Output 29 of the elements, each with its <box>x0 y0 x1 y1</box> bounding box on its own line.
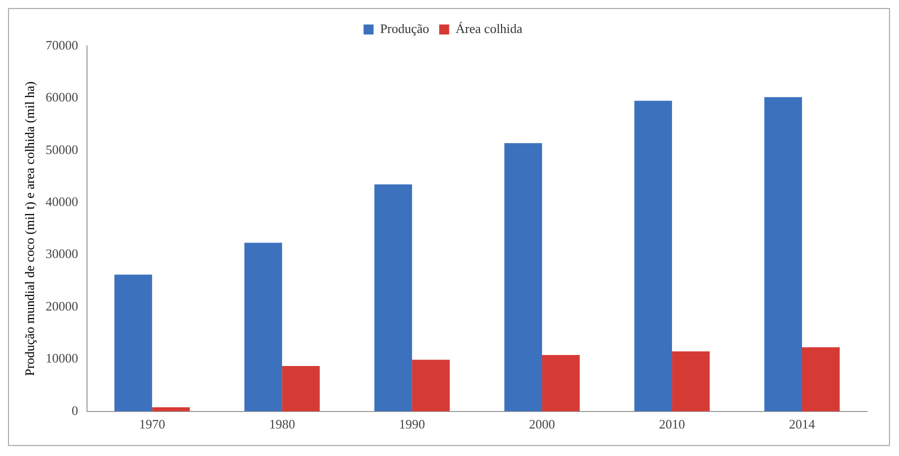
y-tick-label: 30000 <box>46 246 78 262</box>
bar <box>114 274 152 412</box>
bar <box>152 407 190 412</box>
y-tick-label: 60000 <box>46 90 78 105</box>
legend-label: Produção <box>380 20 430 36</box>
bar <box>504 143 542 412</box>
bar <box>282 366 320 412</box>
bar <box>374 184 412 412</box>
y-tick-label: 50000 <box>46 142 78 157</box>
y-tick-label: 0 <box>72 402 78 418</box>
legend-label: Área colhida <box>456 20 523 36</box>
bar <box>764 97 802 412</box>
bar <box>412 360 450 412</box>
x-tick-label: 2014 <box>789 416 816 432</box>
y-tick-label: 10000 <box>46 350 78 366</box>
y-tick-label: 70000 <box>46 37 78 52</box>
bar <box>672 351 710 412</box>
y-tick-label: 40000 <box>46 194 78 210</box>
x-tick-label: 1970 <box>139 416 166 432</box>
y-tick-label: 20000 <box>46 298 78 314</box>
bar <box>802 347 840 412</box>
y-axis-title: Produção mundial de coco (mil t) e area colhida (mil ha) <box>22 81 38 376</box>
bar <box>634 100 672 412</box>
x-tick-label: 1980 <box>269 416 296 432</box>
x-tick-label: 2000 <box>529 416 556 432</box>
x-tick-label: 2010 <box>659 416 686 432</box>
x-tick-label: 1990 <box>399 416 426 432</box>
bar <box>542 355 580 412</box>
bar <box>244 242 282 412</box>
